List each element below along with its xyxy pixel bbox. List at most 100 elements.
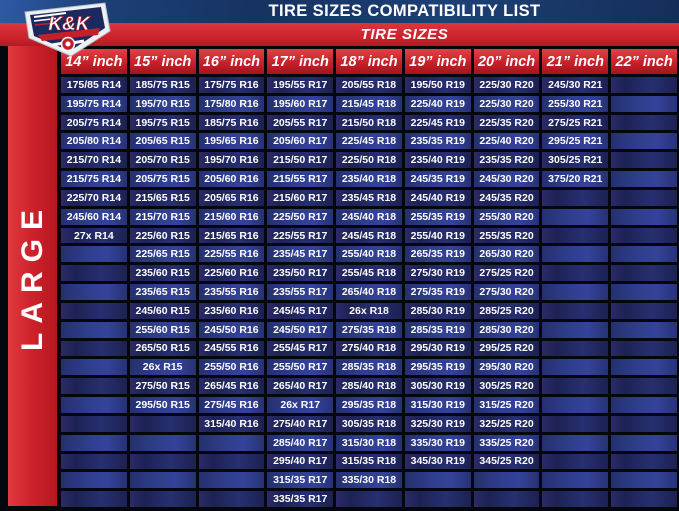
empty-cell bbox=[542, 246, 609, 263]
tire-size-cell: 245/45 R18 bbox=[336, 227, 402, 244]
tire-size-cell: 245/40 R18 bbox=[336, 208, 402, 225]
empty-cell bbox=[611, 227, 677, 244]
tire-size-cell: 315/30 R18 bbox=[336, 434, 402, 451]
tire-size-cell: 265/40 R17 bbox=[267, 378, 334, 395]
empty-cell bbox=[61, 378, 127, 395]
tire-size-cell: 315/35 R17 bbox=[267, 472, 334, 489]
empty-cell bbox=[542, 265, 609, 282]
tire-size-cell: 265/50 R15 bbox=[129, 340, 196, 357]
tire-size-cell: 275/50 R15 bbox=[129, 378, 196, 395]
tire-size-cell: 225/60 R16 bbox=[198, 265, 265, 282]
tire-size-cell: 225/45 R19 bbox=[404, 114, 471, 131]
tire-size-cell: 195/75 R15 bbox=[129, 114, 196, 131]
empty-cell bbox=[611, 265, 677, 282]
empty-cell bbox=[542, 340, 609, 357]
size-category-bar: LARGE bbox=[8, 46, 57, 506]
empty-cell bbox=[473, 491, 540, 507]
column-header-16inch: 16” inch bbox=[198, 49, 265, 74]
tire-size-cell: 285/25 R20 bbox=[473, 302, 540, 319]
tire-size-cell: 295/35 R19 bbox=[404, 359, 471, 376]
tire-size-cell: 275/30 R20 bbox=[473, 284, 540, 300]
tire-size-cell: 255/45 R18 bbox=[336, 265, 402, 282]
tire-table: 14” inch 15” inch 16” inch 17” inch 18” inch… bbox=[61, 49, 677, 507]
tire-size-cell: 225/70 R14 bbox=[61, 189, 127, 206]
tire-size-cell: 325/30 R19 bbox=[404, 415, 471, 432]
title-band: TIRE SIZES COMPATIBILITY LIST bbox=[0, 0, 679, 23]
empty-cell bbox=[61, 397, 127, 413]
tire-size-cell: 335/30 R18 bbox=[336, 472, 402, 489]
tire-sizes-band: TIRE SIZES bbox=[0, 23, 679, 46]
tire-size-cell: 235/40 R18 bbox=[336, 171, 402, 187]
tire-size-cell: 265/45 R16 bbox=[198, 378, 265, 395]
tire-size-cell: 185/75 R16 bbox=[198, 114, 265, 131]
tire-size-cell: 345/30 R19 bbox=[404, 453, 471, 470]
empty-cell bbox=[611, 133, 677, 150]
tire-size-cell: 195/65 R16 bbox=[198, 133, 265, 150]
tire-size-cell: 285/30 R20 bbox=[473, 321, 540, 338]
empty-cell bbox=[611, 189, 677, 206]
tire-size-cell: 235/45 R18 bbox=[336, 189, 402, 206]
tire-size-cell: 245/45 R17 bbox=[267, 302, 334, 319]
empty-cell bbox=[129, 472, 196, 489]
tire-size-cell: 205/60 R17 bbox=[267, 133, 334, 150]
tire-size-cell: 285/40 R17 bbox=[267, 434, 334, 451]
empty-cell bbox=[611, 77, 677, 93]
tire-size-cell: 305/25 R21 bbox=[542, 152, 609, 169]
tire-size-cell: 315/40 R16 bbox=[198, 415, 265, 432]
tire-size-cell: 195/50 R19 bbox=[404, 77, 471, 93]
shield-badge-icon: K&K bbox=[24, 2, 111, 57]
empty-cell bbox=[404, 491, 471, 507]
column-header-14inch: 14” inch bbox=[61, 49, 127, 74]
tire-size-cell: 255/50 R17 bbox=[267, 359, 334, 376]
empty-cell bbox=[404, 472, 471, 489]
tire-size-cell: 205/70 R15 bbox=[129, 152, 196, 169]
tire-size-cell: 335/30 R19 bbox=[404, 434, 471, 451]
tire-size-cell: 335/25 R20 bbox=[473, 434, 540, 451]
empty-cell bbox=[542, 227, 609, 244]
page-title: TIRE SIZES COMPATIBILITY LIST bbox=[268, 2, 541, 20]
tire-size-cell: 205/75 R14 bbox=[61, 114, 127, 131]
empty-cell bbox=[542, 434, 609, 451]
tire-size-cell: 205/65 R15 bbox=[129, 133, 196, 150]
empty-cell bbox=[198, 491, 265, 507]
tire-size-cell: 255/30 R20 bbox=[473, 208, 540, 225]
empty-cell bbox=[336, 491, 402, 507]
empty-cell bbox=[542, 491, 609, 507]
column-header-21inch: 21” inch bbox=[542, 49, 609, 74]
empty-cell bbox=[61, 434, 127, 451]
empty-cell bbox=[542, 453, 609, 470]
tire-size-cell: 345/25 R20 bbox=[473, 453, 540, 470]
tire-size-cell: 225/35 R20 bbox=[473, 114, 540, 131]
empty-cell bbox=[611, 302, 677, 319]
tire-size-cell: 295/30 R19 bbox=[404, 340, 471, 357]
tire-size-cell: 245/50 R16 bbox=[198, 321, 265, 338]
tire-size-cell: 225/30 R20 bbox=[473, 77, 540, 93]
empty-cell bbox=[61, 284, 127, 300]
empty-cell bbox=[611, 321, 677, 338]
empty-cell bbox=[198, 453, 265, 470]
tire-size-cell: 255/40 R19 bbox=[404, 227, 471, 244]
tire-size-cell: 275/30 R19 bbox=[404, 265, 471, 282]
tire-size-cell: 295/35 R18 bbox=[336, 397, 402, 413]
empty-cell bbox=[611, 246, 677, 263]
tire-size-cell: 375/20 R21 bbox=[542, 171, 609, 187]
empty-cell bbox=[611, 434, 677, 451]
tire-size-cell: 325/25 R20 bbox=[473, 415, 540, 432]
tire-size-cell: 215/65 R15 bbox=[129, 189, 196, 206]
tire-size-cell: 235/55 R17 bbox=[267, 284, 334, 300]
empty-cell bbox=[61, 246, 127, 263]
tire-size-cell: 215/55 R17 bbox=[267, 171, 334, 187]
empty-cell bbox=[542, 397, 609, 413]
tire-size-cell: 225/55 R16 bbox=[198, 246, 265, 263]
empty-cell bbox=[611, 340, 677, 357]
tire-size-cell: 265/30 R20 bbox=[473, 246, 540, 263]
tire-size-cell: 245/30 R20 bbox=[473, 171, 540, 187]
empty-cell bbox=[129, 453, 196, 470]
empty-cell bbox=[542, 208, 609, 225]
tire-size-cell: 245/30 R21 bbox=[542, 77, 609, 93]
empty-cell bbox=[611, 284, 677, 300]
empty-cell bbox=[61, 359, 127, 376]
tire-size-cell: 285/35 R18 bbox=[336, 359, 402, 376]
tire-size-cell: 225/50 R17 bbox=[267, 208, 334, 225]
empty-cell bbox=[129, 491, 196, 507]
